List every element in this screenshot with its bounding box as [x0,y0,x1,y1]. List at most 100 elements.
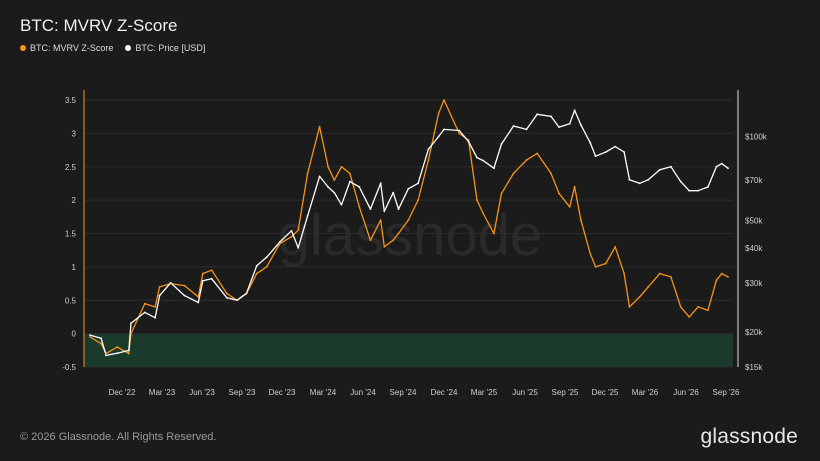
y-right-tick-label: $70k [745,176,763,185]
series-point-zscore [679,306,682,308]
legend-item-price[interactable]: BTC: Price [USD] [125,43,205,53]
series-point-price [670,165,672,168]
x-tick-label: Dec '24 [431,388,458,397]
y-right-tick-label: $30k [745,279,763,288]
series-point-price [197,301,200,304]
series-point-zscore [297,229,300,232]
y-left-tick-label: 2 [72,196,77,205]
series-point-zscore [437,112,440,115]
series-point-zscore [290,235,293,238]
y-left-tick-label: 2.5 [65,163,77,172]
series-point-price [407,187,410,190]
series-point-zscore [614,245,617,248]
series-point-price [476,156,478,159]
watermark: glassnode [278,203,542,268]
series-point-price [340,203,343,206]
series-point-zscore [688,316,691,318]
negative-zone-band [84,333,733,367]
series-point-zscore [265,265,268,268]
series-point-price [225,296,228,299]
y-left-tick-label: 1.5 [65,230,77,239]
series-point-price [647,178,650,181]
series-point-price [573,109,576,112]
series-point-zscore [573,185,576,188]
series-point-price [154,316,156,319]
series-point-zscore [458,132,461,135]
series-point-price [604,151,607,153]
legend-dot-price [125,45,132,51]
series-point-price [727,167,729,170]
series-point-zscore [638,296,641,298]
series-point-price [579,123,582,126]
series-point-price [105,354,107,357]
series-point-zscore [210,269,213,272]
legend-item-zscore[interactable]: BTC: MVRV Z-Score [20,43,113,53]
series-point-price [349,180,351,183]
series-point-price [397,208,400,211]
series-point-price [333,191,336,194]
y-right-tick-label: $40k [745,244,763,253]
series-point-price [89,334,91,337]
series-point-price [417,182,420,185]
x-tick-label: Jun '25 [512,388,538,397]
series-point-price [306,215,309,217]
series-point-zscore [493,232,495,235]
series-point-zscore [127,352,130,355]
series-point-zscore [589,252,592,255]
series-point-price [623,151,626,153]
series-point-price [297,246,300,249]
series-point-price [707,186,709,188]
x-tick-label: Mar '25 [471,388,498,397]
series-point-price [525,128,528,131]
series-point-zscore [407,219,410,222]
series-point-price [720,162,723,165]
series-point-zscore [658,272,661,275]
series-point-price [245,292,248,295]
y-right-tick-label: $100k [745,132,768,141]
y-left-tick-label: 0 [72,330,77,339]
series-point-price [318,175,321,178]
series-point-zscore [105,352,107,355]
x-tick-label: Sep '23 [229,388,256,397]
series-point-zscore [536,152,539,155]
series-point-zscore [383,245,386,248]
x-tick-label: Dec '25 [592,388,619,397]
series-point-zscore [579,219,582,222]
series-point-zscore [379,219,382,222]
series-point-zscore [397,232,400,235]
series-point-zscore [358,205,361,208]
series-point-price [143,311,146,314]
series-point-zscore [427,159,430,161]
series-point-price [589,141,592,144]
series-point-price [201,279,204,282]
series-point-zscore [255,272,258,275]
series-point-price [614,145,617,148]
series-point-price [512,125,515,127]
series-point-price [127,349,130,352]
series-point-zscore [550,172,552,175]
series-line-price [89,109,729,357]
series-point-zscore [604,262,607,265]
series-point-price [379,182,382,185]
x-tick-label: Jun '26 [673,388,699,397]
series-point-price [100,337,103,340]
series-point-zscore [392,239,395,242]
legend-dot-zscore [20,45,26,51]
series-point-zscore [647,286,650,288]
series-point-zscore [482,212,485,215]
series-point-zscore [100,342,103,345]
series-point-price [536,113,539,116]
series-point-price [427,148,430,151]
series-point-zscore [443,99,445,101]
series-point-zscore [525,159,528,161]
series-point-price [482,159,485,162]
legend-label-zscore: BTC: MVRV Z-Score [30,43,114,53]
series-point-zscore [130,332,132,335]
y-left-tick-label: 1 [72,263,77,272]
series-point-zscore [306,172,309,175]
series-point-zscore [623,272,626,275]
series-point-price [715,165,718,168]
series-point-zscore [417,199,420,202]
series-point-price [697,189,700,192]
